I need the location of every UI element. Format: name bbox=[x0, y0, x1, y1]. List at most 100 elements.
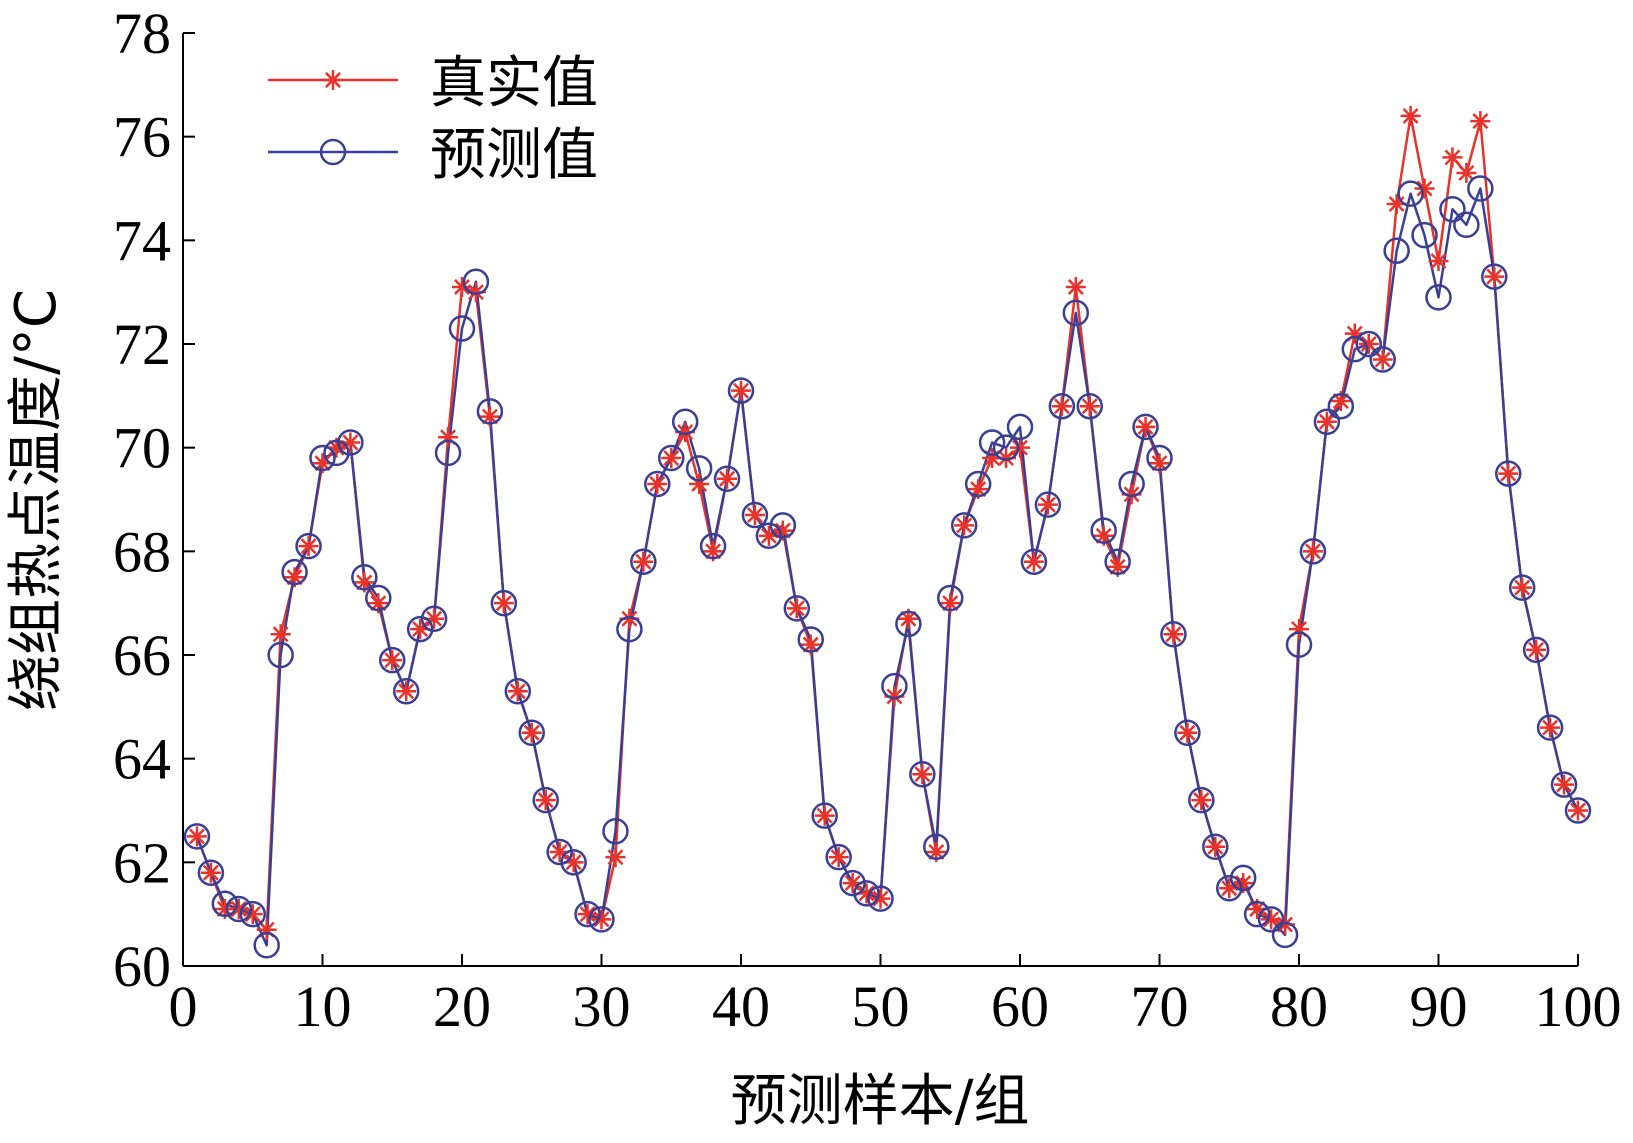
asterisk-stroke bbox=[1444, 149, 1461, 166]
x-tick-label: 80 bbox=[1270, 974, 1328, 1039]
asterisk-stroke bbox=[509, 683, 526, 700]
data-point-true bbox=[1470, 111, 1491, 132]
asterisk-stroke bbox=[565, 854, 582, 871]
data-point-true bbox=[1037, 494, 1058, 515]
y-tick-label: 66 bbox=[113, 623, 171, 688]
asterisk-stroke bbox=[1556, 776, 1573, 793]
asterisk-stroke bbox=[1500, 465, 1517, 482]
data-point-true bbox=[1498, 463, 1519, 484]
data-point-pred bbox=[560, 849, 587, 876]
data-point-pred bbox=[309, 444, 336, 472]
data-point-pred bbox=[1104, 548, 1131, 575]
data-point-pred bbox=[797, 626, 824, 653]
legend-circle-icon bbox=[319, 138, 347, 166]
data-point-pred bbox=[1090, 517, 1117, 544]
data-point-true bbox=[1302, 541, 1323, 562]
y-tick-label: 64 bbox=[113, 727, 171, 792]
data-point-true bbox=[493, 593, 514, 614]
legend-marker-true bbox=[323, 70, 343, 90]
data-point-pred bbox=[839, 869, 866, 897]
data-point-pred bbox=[462, 268, 490, 296]
data-point-pred bbox=[1495, 460, 1522, 487]
data-point-pred bbox=[881, 672, 908, 700]
data-point-pred bbox=[671, 408, 699, 435]
asterisk-stroke bbox=[1025, 553, 1042, 570]
data-point-pred bbox=[434, 439, 462, 467]
asterisk-stroke bbox=[872, 890, 889, 907]
data-point-true bbox=[1065, 276, 1086, 297]
data-point-pred bbox=[685, 455, 713, 482]
data-point-pred bbox=[1257, 906, 1285, 933]
data-point-true bbox=[1205, 836, 1226, 857]
data-point-true bbox=[1358, 334, 1379, 354]
y-tick-label: 70 bbox=[113, 416, 171, 481]
asterisk-stroke bbox=[325, 72, 341, 88]
series-markers bbox=[183, 105, 1592, 959]
asterisk-stroke bbox=[1277, 916, 1294, 933]
asterisk-stroke bbox=[733, 382, 749, 399]
x-tick-label: 100 bbox=[1535, 974, 1622, 1039]
asterisk-stroke bbox=[1081, 398, 1098, 415]
data-point-pred bbox=[1550, 771, 1578, 798]
asterisk-stroke bbox=[1123, 486, 1140, 503]
x-tick-label: 20 bbox=[433, 974, 491, 1039]
asterisk-stroke bbox=[1263, 911, 1280, 928]
data-point-true bbox=[661, 448, 682, 469]
data-point-true bbox=[744, 505, 765, 526]
data-point-pred bbox=[964, 470, 992, 498]
data-point-true bbox=[647, 473, 668, 494]
data-point-pred bbox=[755, 522, 783, 550]
data-point-pred bbox=[741, 501, 769, 529]
data-point-true bbox=[912, 764, 933, 785]
asterisk-stroke bbox=[1304, 543, 1321, 560]
asterisk-stroke bbox=[1542, 719, 1559, 736]
asterisk-stroke bbox=[579, 906, 596, 923]
data-point-pred bbox=[239, 900, 266, 928]
data-point-pred bbox=[895, 610, 922, 638]
x-axis-title: 预测样本/组 bbox=[731, 1069, 1030, 1134]
data-point-pred bbox=[602, 817, 629, 845]
data-point-true bbox=[1177, 722, 1198, 743]
data-point-true bbox=[814, 805, 835, 826]
data-point-pred bbox=[1481, 263, 1508, 290]
data-point-pred bbox=[448, 315, 476, 342]
data-point-pred bbox=[1243, 900, 1271, 928]
data-point-pred bbox=[1160, 621, 1187, 648]
data-point-pred bbox=[379, 646, 406, 674]
data-point-pred bbox=[1174, 719, 1201, 746]
data-point-pred bbox=[1285, 631, 1313, 658]
data-point-pred bbox=[490, 589, 518, 617]
data-point-true bbox=[396, 681, 417, 702]
data-point-pred bbox=[1188, 786, 1215, 814]
y-tick-label: 68 bbox=[113, 519, 171, 584]
asterisk-stroke bbox=[830, 849, 847, 866]
asterisk-stroke bbox=[467, 284, 484, 301]
asterisk-stroke bbox=[621, 610, 638, 627]
asterisk-stroke bbox=[1207, 838, 1224, 855]
data-point-pred bbox=[1327, 392, 1355, 420]
data-point-true bbox=[200, 862, 221, 883]
data-point-true bbox=[1191, 790, 1212, 811]
y-axis-title: 绕组热点温度/°C bbox=[4, 289, 69, 711]
data-point-true bbox=[786, 598, 807, 619]
data-point-true bbox=[1568, 800, 1588, 821]
data-point-pred bbox=[574, 900, 601, 928]
series-lines bbox=[195, 114, 1580, 947]
data-point-true bbox=[1456, 162, 1477, 183]
data-point-pred bbox=[1355, 330, 1382, 358]
asterisk-stroke bbox=[1360, 336, 1377, 352]
asterisk-stroke bbox=[1053, 398, 1070, 415]
data-point-true bbox=[1010, 437, 1030, 458]
data-point-pred bbox=[909, 760, 936, 788]
data-point-pred bbox=[1411, 221, 1438, 249]
data-point-pred bbox=[1425, 284, 1452, 311]
data-point-pred bbox=[1229, 864, 1257, 892]
data-point-pred bbox=[365, 584, 392, 612]
y-tick-label: 60 bbox=[113, 934, 171, 999]
asterisk-stroke bbox=[1165, 626, 1182, 643]
data-point-true bbox=[186, 826, 207, 847]
data-point-pred bbox=[811, 802, 838, 829]
asterisk-stroke bbox=[1486, 268, 1503, 285]
asterisk-stroke bbox=[1430, 253, 1447, 270]
asterisk-stroke bbox=[844, 875, 861, 892]
